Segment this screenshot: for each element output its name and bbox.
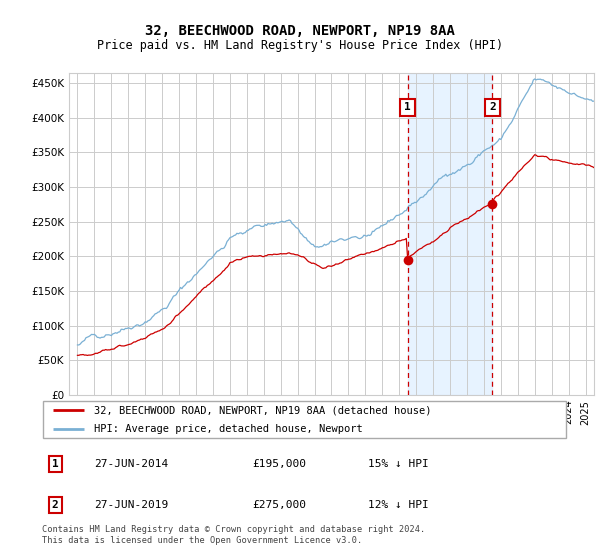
Text: 2: 2: [52, 500, 59, 510]
Text: 1: 1: [404, 102, 411, 113]
Text: 32, BEECHWOOD ROAD, NEWPORT, NP19 8AA (detached house): 32, BEECHWOOD ROAD, NEWPORT, NP19 8AA (d…: [95, 405, 432, 415]
Text: HPI: Average price, detached house, Newport: HPI: Average price, detached house, Newp…: [95, 424, 363, 433]
Text: 27-JUN-2019: 27-JUN-2019: [95, 500, 169, 510]
FancyBboxPatch shape: [43, 401, 566, 438]
Text: 1: 1: [52, 459, 59, 469]
Text: 15% ↓ HPI: 15% ↓ HPI: [367, 459, 428, 469]
Text: 2: 2: [489, 102, 496, 113]
Text: Contains HM Land Registry data © Crown copyright and database right 2024.
This d: Contains HM Land Registry data © Crown c…: [42, 525, 425, 545]
Text: £275,000: £275,000: [252, 500, 306, 510]
Text: Price paid vs. HM Land Registry's House Price Index (HPI): Price paid vs. HM Land Registry's House …: [97, 39, 503, 53]
Text: 12% ↓ HPI: 12% ↓ HPI: [367, 500, 428, 510]
Text: £195,000: £195,000: [252, 459, 306, 469]
Text: 32, BEECHWOOD ROAD, NEWPORT, NP19 8AA: 32, BEECHWOOD ROAD, NEWPORT, NP19 8AA: [145, 25, 455, 38]
Text: 27-JUN-2014: 27-JUN-2014: [95, 459, 169, 469]
Bar: [408, 73, 493, 395]
